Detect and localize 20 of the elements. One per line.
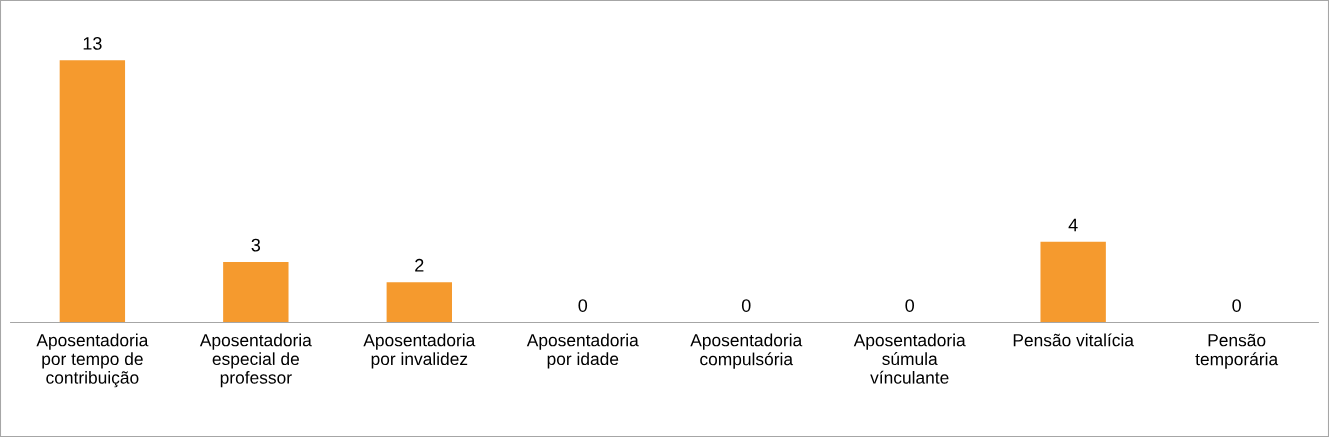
data-label: 13 [83,37,102,50]
x-tick-label: Aposentadoria especial de professor [199,333,312,388]
bar [386,282,452,323]
x-tick-label: Aposentadoria compulsória [690,333,803,369]
x-tick-label: Aposentadoria por tempo de contribuição [36,333,149,388]
data-label: 3 [251,238,261,252]
data-label: 0 [741,299,751,312]
x-tick-label: Aposentadoria por invalidez [363,333,476,369]
x-tick-label: Pensão temporária [1195,333,1279,369]
x-tick-label: Pensão vitalícia [1013,333,1134,347]
x-tick-label: Aposentadoria súmula vínculante [853,333,966,384]
data-label: 4 [1068,218,1078,232]
bar [59,60,126,323]
data-label: 0 [1232,299,1241,312]
bar [1040,241,1106,323]
bar [223,262,289,323]
x-tick-label: Aposentadoria por idade [526,333,639,369]
data-label: 2 [415,258,424,272]
data-label: 0 [905,299,915,312]
data-label: 0 [578,299,588,312]
